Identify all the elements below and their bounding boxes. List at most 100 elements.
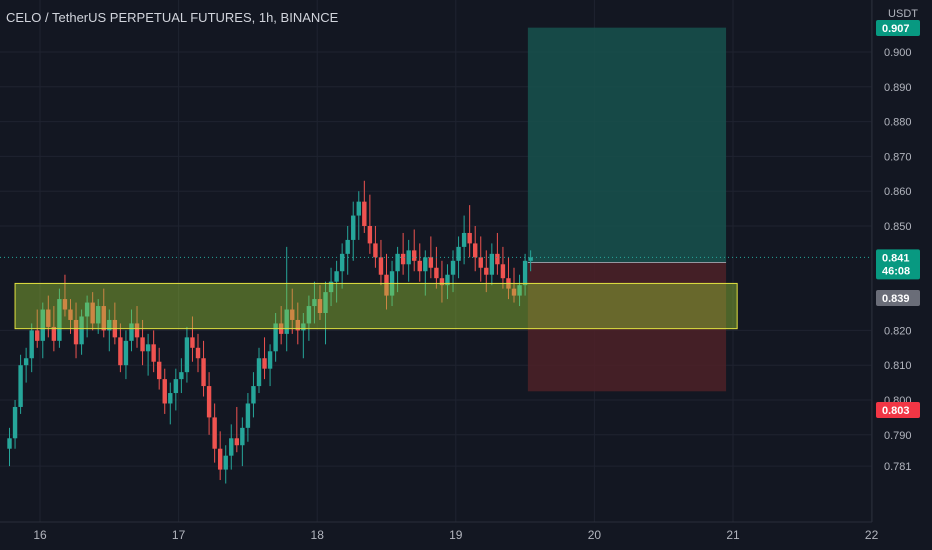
candle-body <box>362 201 367 226</box>
stop-price-tag-text: 0.803 <box>882 405 910 417</box>
candle-body <box>400 253 406 265</box>
y-tick-label: 0.900 <box>884 47 912 59</box>
candle-body <box>334 271 339 282</box>
candle-body <box>467 232 472 244</box>
candle-body <box>373 243 378 258</box>
y-tick-label: 0.890 <box>884 82 912 94</box>
candle-body <box>290 309 295 320</box>
x-tick-label: 17 <box>172 528 186 542</box>
x-tick-label: 18 <box>311 528 325 542</box>
candle-body <box>522 260 528 286</box>
currency-unit: USDT <box>888 8 918 20</box>
candle-body <box>57 299 62 341</box>
target-zone <box>527 27 727 263</box>
y-tick-label: 0.860 <box>884 186 912 198</box>
time-axis[interactable]: 16 17 18 19 20 21 22 <box>33 528 878 542</box>
entry-price-tag-bg <box>876 290 920 306</box>
candle-body <box>273 323 278 352</box>
candle-body <box>301 323 306 331</box>
candle-body <box>101 306 106 331</box>
candle-body <box>18 365 23 407</box>
candle-body <box>378 257 384 275</box>
support-zone <box>14 282 738 330</box>
candle-body <box>156 361 162 380</box>
y-tick-label: 0.810 <box>884 360 912 372</box>
candle-body <box>428 257 434 268</box>
candle-body <box>206 386 212 418</box>
target-price-tag-bg <box>876 20 920 36</box>
candle-body <box>306 306 312 324</box>
candle-body <box>412 250 417 261</box>
candle-body <box>456 246 461 261</box>
candle-body <box>140 337 145 352</box>
candle-body <box>118 337 123 366</box>
candle-body <box>173 379 179 394</box>
candle-body <box>79 316 84 345</box>
candle-body <box>134 323 140 338</box>
candle-body <box>229 438 234 456</box>
y-tick-label: 0.790 <box>884 430 912 442</box>
x-tick-label: 19 <box>449 528 463 542</box>
candle-body <box>328 281 334 293</box>
candle-body <box>484 267 489 275</box>
candle-body <box>295 319 300 331</box>
candle-body <box>129 323 134 341</box>
candle-body <box>284 309 289 334</box>
candle-body <box>323 292 328 313</box>
candle-body <box>445 274 450 286</box>
candle-body <box>528 257 533 261</box>
stop-price-tag-bg <box>876 402 920 418</box>
candle-body <box>179 372 184 380</box>
candle-body <box>423 257 428 272</box>
candle-body <box>345 239 350 254</box>
candle-body <box>351 215 356 240</box>
candle-body <box>84 302 90 317</box>
candle-body <box>73 319 79 345</box>
candle-body <box>262 358 267 369</box>
candle-body <box>201 358 206 387</box>
stop-zone <box>527 262 727 392</box>
candle-body <box>251 386 256 404</box>
candle-body <box>339 253 345 272</box>
x-tick-label: 22 <box>865 528 879 542</box>
candle-body <box>195 347 201 359</box>
candle-body <box>256 358 262 387</box>
y-tick-label: 0.870 <box>884 151 912 163</box>
candle-body <box>240 427 245 446</box>
candle-body <box>12 406 18 439</box>
candle-body <box>29 330 34 359</box>
candle-body <box>439 278 445 286</box>
x-tick-label: 16 <box>33 528 47 542</box>
candle-body <box>473 243 478 258</box>
current-price-tag-text: 46:08 <box>882 265 910 277</box>
y-tick-label: 0.820 <box>884 325 912 337</box>
candle-body <box>495 253 500 265</box>
candle-body <box>151 344 156 362</box>
current-price-tag-bg <box>876 249 920 280</box>
candle-body <box>7 438 12 449</box>
target-price-tag-text: 0.907 <box>882 23 910 35</box>
x-tick-label: 20 <box>588 528 602 542</box>
candle-body <box>500 264 506 279</box>
candle-body <box>317 299 323 313</box>
y-tick-label: 0.850 <box>884 221 912 233</box>
candle-body <box>395 253 400 272</box>
candle-body <box>35 330 40 341</box>
candle-body <box>384 274 389 296</box>
candle-body <box>234 438 240 446</box>
candle-body <box>417 260 422 272</box>
candle-body <box>212 417 217 449</box>
candle-body <box>51 326 57 341</box>
candle-body <box>184 337 190 373</box>
candle-body <box>107 319 112 331</box>
candle-body <box>23 358 29 366</box>
candle-body <box>190 337 195 348</box>
candle-body <box>145 344 151 352</box>
candle-body <box>90 302 95 324</box>
candle-body <box>46 309 51 327</box>
overlay-layer <box>0 256 872 330</box>
chart-title: CELO / TetherUS PERPETUAL FUTURES, 1h, B… <box>6 10 339 25</box>
